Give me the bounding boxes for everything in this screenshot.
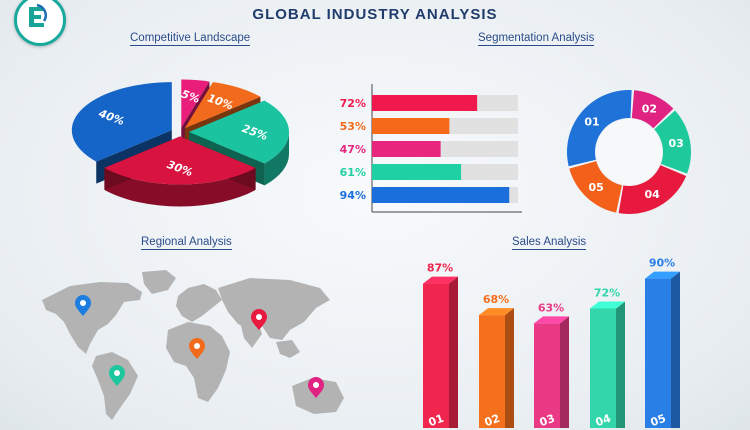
sales-bar-side [449,276,458,428]
pie-slice [189,100,289,164]
bar [372,95,478,111]
location-pin-icon [109,365,125,386]
map-southeast-asia [276,340,300,358]
sales-bar-front [645,278,671,428]
bar [372,118,450,134]
location-pin-icon [308,377,324,398]
sales-category-label: 04 [594,412,613,430]
map-africa [166,322,230,402]
sales-value-label: 68% [483,293,509,306]
donut-segment [631,90,674,129]
sales-category-label: 01 [427,412,446,429]
bar-label: 72% [340,97,366,110]
sales-bar-top [479,308,514,316]
section-title-sales: Sales Analysis [512,236,587,250]
section-title-segmentation: Segmentation Analysis [478,32,595,46]
donut-segment-label: 01 [584,115,599,128]
pie-slice-label: 5% [179,87,201,106]
pie-slice-side [104,167,256,207]
donut-hole [596,119,662,185]
sales-bar-top [645,271,680,279]
sales-bar-top [534,316,569,324]
pie-slice [184,82,261,129]
sales-bar-front [479,315,505,428]
map-europe [176,284,222,322]
pie-slice-side [264,132,289,186]
location-pin-icon [251,309,267,330]
pie-slice [104,136,256,185]
pie-slice [71,82,172,162]
bar-label: 53% [340,120,366,133]
section-title-regional: Regional Analysis [141,236,232,250]
map-north-america [42,282,142,354]
sales-category-label: 02 [483,412,502,429]
donut-segment [569,161,622,213]
bar-label: 94% [340,189,366,202]
sales-bar-side [560,316,569,428]
sales-bar-top [590,301,625,309]
donut-segment-label: 05 [588,181,603,194]
donut-segment-label: 02 [642,103,657,116]
map-australia [292,378,344,414]
bar [372,141,441,157]
sales-bar-side [616,301,625,428]
page-title: GLOBAL INDUSTRY ANALYSIS [252,6,498,23]
donut-segment-label: 03 [668,137,683,150]
bar [372,164,462,180]
location-pin-icon [75,295,91,316]
sales-bar-front [590,308,616,428]
logo-icon[interactable] [14,0,66,46]
sales-value-label: 90% [649,257,675,270]
location-pin-icon [189,338,205,359]
sales-bar-side [505,308,514,428]
sales-category-label: 05 [649,412,668,429]
map-south-america [92,352,138,420]
sales-bar-front [423,283,449,428]
map-india [240,322,262,348]
pie-slice [181,79,210,128]
sales-category-label: 03 [538,412,557,429]
sales-bar-top [423,276,458,284]
bar-label: 47% [340,143,366,156]
donut-segment-label: 04 [644,188,660,201]
donut-segment [618,165,687,214]
donut-segment [654,110,692,174]
sales-bar-front [534,323,560,428]
donut-segment [567,89,632,167]
map-greenland [142,270,176,294]
sales-bar-side [671,271,680,428]
section-title-competitive: Competitive Landscape [130,32,251,46]
sales-value-label: 63% [538,301,564,314]
bar [372,187,510,203]
bar-label: 61% [340,166,366,179]
sales-value-label: 87% [427,262,453,275]
sales-value-label: 72% [594,286,620,299]
